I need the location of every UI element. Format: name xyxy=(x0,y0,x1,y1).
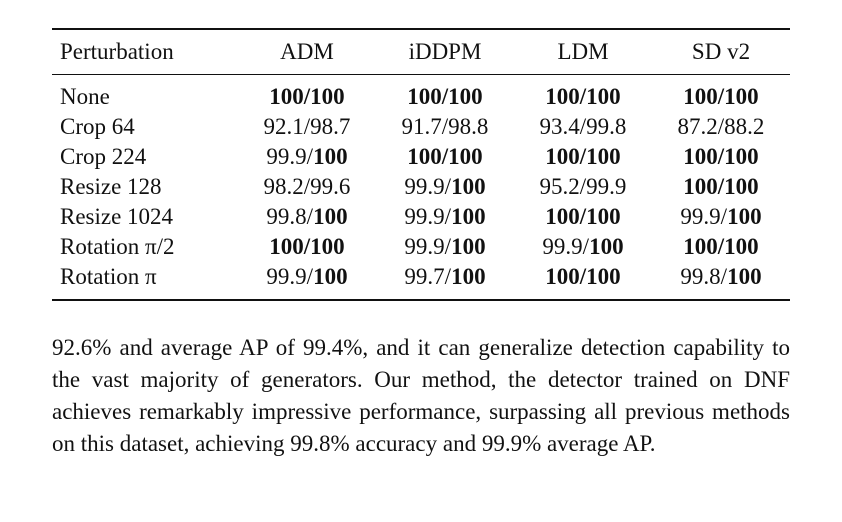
cell-value: 99.9/ xyxy=(404,174,452,199)
cell-value: 99.9/ xyxy=(542,234,590,259)
table-row: Crop 224 99.9/100 100/100 100/100 100/100 xyxy=(52,142,790,172)
perturbation-results-table: Perturbation ADM iDDPM LDM SD v2 None 100… xyxy=(52,28,790,301)
table-cell: 100/100 xyxy=(376,75,514,113)
cell-value: 92.1/98.7 xyxy=(263,114,351,139)
cell-best-value: 100 xyxy=(451,264,486,289)
cell-value: 98.2/99.6 xyxy=(263,174,351,199)
cell-value: 99.7/ xyxy=(404,264,452,289)
table-cell: 100/100 xyxy=(652,232,790,262)
cell-best-value: 100 xyxy=(727,264,762,289)
cell-value: 99.9/ xyxy=(404,234,452,259)
table-row: None 100/100 100/100 100/100 100/100 xyxy=(52,75,790,113)
cell-best-value: 100 xyxy=(451,234,486,259)
table-cell: 99.9/100 xyxy=(238,142,376,172)
table-cell: 100/100 xyxy=(514,202,652,232)
row-label: Crop 64 xyxy=(60,114,135,139)
table-cell: 91.7/98.8 xyxy=(376,112,514,142)
cell-value: 93.4/99.8 xyxy=(539,114,627,139)
cell-best-value: 100/100 xyxy=(269,234,345,259)
table-cell: 99.8/100 xyxy=(238,202,376,232)
table-cell: 100/100 xyxy=(652,75,790,113)
cell-best-value: 100/100 xyxy=(683,144,759,169)
cell-best-value: 100 xyxy=(589,234,624,259)
cell-value: 95.2/99.9 xyxy=(539,174,627,199)
cell-best-value: 100 xyxy=(727,204,762,229)
table-row: Resize 128 98.2/99.6 99.9/100 95.2/99.9 100/… xyxy=(52,172,790,202)
cell-best-value: 100 xyxy=(451,174,486,199)
table-body: None 100/100 100/100 100/100 100/100 Crop 64 9… xyxy=(52,75,790,300)
cell-best-value: 100/100 xyxy=(407,144,483,169)
cell-best-value: 100/100 xyxy=(683,234,759,259)
table-cell: 100/100 xyxy=(652,172,790,202)
cell-best-value: 100/100 xyxy=(683,174,759,199)
row-label: Rotation π xyxy=(60,264,157,289)
row-label: Rotation π/2 xyxy=(60,234,175,259)
row-label: None xyxy=(60,84,110,109)
table-cell: 99.7/100 xyxy=(376,262,514,300)
cell-best-value: 100/100 xyxy=(545,204,621,229)
cell-value: 99.9/ xyxy=(680,204,728,229)
cell-best-value: 100/100 xyxy=(545,264,621,289)
cell-value: 99.8/ xyxy=(680,264,728,289)
cell-best-value: 100 xyxy=(313,264,348,289)
cell-best-value: 100 xyxy=(313,204,348,229)
cell-value: 87.2/88.2 xyxy=(677,114,765,139)
cell-value: 99.8/ xyxy=(266,204,314,229)
header-ldm: LDM xyxy=(557,39,609,64)
table-cell: 99.9/100 xyxy=(376,172,514,202)
table-cell: 99.9/100 xyxy=(652,202,790,232)
header-iddpm: iDDPM xyxy=(408,39,482,64)
cell-value: 99.9/ xyxy=(404,204,452,229)
table-cell: 100/100 xyxy=(376,142,514,172)
table-cell: 99.9/100 xyxy=(238,262,376,300)
table-cell: 98.2/99.6 xyxy=(238,172,376,202)
header-perturbation: Perturbation xyxy=(60,39,174,64)
table-row: Rotation π/2 100/100 99.9/100 99.9/100 100/1… xyxy=(52,232,790,262)
header-row: Perturbation ADM iDDPM LDM SD v2 xyxy=(52,29,790,75)
header-adm: ADM xyxy=(280,39,334,64)
table-cell: 99.9/100 xyxy=(514,232,652,262)
cell-best-value: 100 xyxy=(451,204,486,229)
table-header: Perturbation ADM iDDPM LDM SD v2 xyxy=(52,29,790,75)
cell-best-value: 100/100 xyxy=(545,144,621,169)
table-cell: 99.9/100 xyxy=(376,232,514,262)
header-sd-v2: SD v2 xyxy=(691,39,751,64)
table-cell: 95.2/99.9 xyxy=(514,172,652,202)
cell-value: 99.9/ xyxy=(266,144,314,169)
cell-best-value: 100/100 xyxy=(407,84,483,109)
table-cell: 87.2/88.2 xyxy=(652,112,790,142)
table-cell: 93.4/99.8 xyxy=(514,112,652,142)
cell-best-value: 100/100 xyxy=(683,84,759,109)
row-label: Resize 1024 xyxy=(60,204,174,229)
table-cell: 100/100 xyxy=(514,262,652,300)
table-row: Crop 64 92.1/98.7 91.7/98.8 93.4/99.8 87.2/8… xyxy=(52,112,790,142)
table-cell: 100/100 xyxy=(652,142,790,172)
table-cell: 92.1/98.7 xyxy=(238,112,376,142)
body-paragraph: 92.6% and average AP of 99.4%, and it ca… xyxy=(52,335,790,456)
table-cell: 100/100 xyxy=(238,232,376,262)
table-cell: 99.9/100 xyxy=(376,202,514,232)
table-cell: 99.8/100 xyxy=(652,262,790,300)
cell-value: 99.9/ xyxy=(266,264,314,289)
row-label: Crop 224 xyxy=(60,144,147,169)
row-label: Resize 128 xyxy=(60,174,162,199)
cell-best-value: 100/100 xyxy=(269,84,345,109)
table-cell: 100/100 xyxy=(514,75,652,113)
table-cell: 100/100 xyxy=(238,75,376,113)
cell-best-value: 100/100 xyxy=(545,84,621,109)
table-row: Rotation π 99.9/100 99.7/100 100/100 99.8/10… xyxy=(52,262,790,300)
cell-best-value: 100 xyxy=(313,144,348,169)
table-cell: 100/100 xyxy=(514,142,652,172)
cell-value: 91.7/98.8 xyxy=(401,114,489,139)
table-row: Resize 1024 99.8/100 99.9/100 100/100 99.9/1… xyxy=(52,202,790,232)
